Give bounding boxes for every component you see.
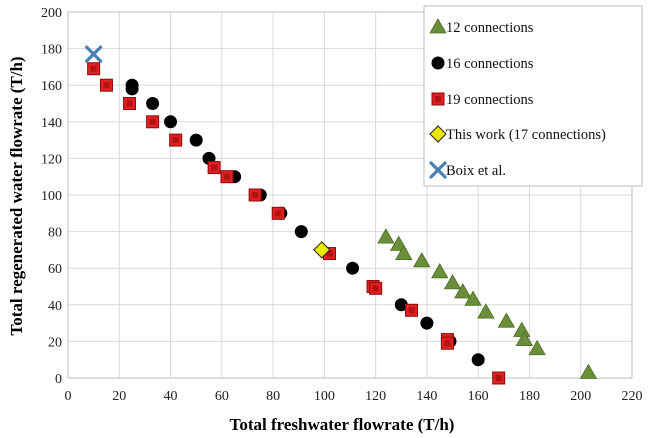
legend-marker-x [429, 161, 447, 179]
point-square [369, 281, 383, 295]
point-circle [346, 261, 360, 275]
x-tick-label: 160 [468, 389, 489, 404]
point-square [271, 206, 285, 220]
legend-marker-circle [431, 56, 445, 70]
point-circle [189, 133, 203, 147]
point-square [440, 336, 454, 350]
point-square [220, 170, 234, 184]
legend-box [423, 5, 643, 187]
legend-label: This work (17 connections) [446, 127, 606, 143]
grid-lines [67, 11, 633, 379]
y-tick-label: 100 [41, 189, 62, 204]
point-diamond [313, 241, 331, 259]
y-tick-label: 80 [48, 226, 62, 241]
point-triangle [443, 274, 462, 290]
y-tick-label: 120 [41, 152, 62, 167]
point-triangle [513, 321, 531, 337]
point-triangle [413, 252, 431, 268]
y-tick-label: 60 [48, 262, 62, 277]
point-square [123, 97, 137, 110]
legend-marker-triangle [429, 18, 447, 34]
legend-marker-diamond [429, 125, 447, 143]
x-tick-label: 20 [112, 389, 126, 404]
legend-label: 16 connections [446, 56, 534, 72]
point-triangle [464, 290, 482, 306]
x-tick-label: 200 [570, 389, 591, 404]
point-square [492, 371, 506, 385]
y-axis-title: Total regenerated water flowrate (T/h) [7, 56, 26, 335]
x-tick-label: 60 [215, 389, 229, 404]
x-tick-label: 120 [365, 389, 386, 404]
point-square [146, 115, 160, 129]
point-triangle [395, 244, 413, 260]
data-points [85, 45, 598, 385]
point-x [85, 45, 103, 63]
y-tick-label: 160 [41, 79, 62, 94]
point-square [405, 303, 419, 317]
legend-label: Boix et al. [446, 163, 506, 179]
point-triangle [515, 330, 534, 346]
point-circle [146, 97, 160, 110]
y-tick-label: 200 [41, 6, 62, 21]
x-axis-title: Total freshwater flowrate (T/h) [230, 415, 455, 434]
legend-label: 19 connections [446, 92, 534, 108]
point-square [248, 188, 262, 202]
point-circle [294, 225, 308, 239]
point-triangle [377, 228, 395, 244]
x-tick-label: 0 [65, 389, 72, 404]
point-circle [420, 316, 434, 330]
y-tick-label: 0 [55, 372, 62, 387]
point-triangle [454, 283, 472, 299]
plot-area-border [67, 11, 633, 379]
y-tick-label: 40 [48, 299, 62, 314]
point-triangle [497, 312, 516, 328]
x-tick-label: 180 [519, 389, 540, 404]
y-tick-label: 180 [41, 43, 62, 58]
point-square [87, 62, 101, 76]
x-tick-label: 100 [314, 389, 335, 404]
x-tick-label: 220 [622, 389, 643, 404]
x-tick-label: 140 [416, 389, 437, 404]
x-tick-label: 40 [164, 389, 178, 404]
legend-label: 12 connections [446, 20, 534, 36]
point-circle [164, 115, 178, 129]
point-triangle [528, 339, 546, 356]
point-circle [125, 82, 139, 96]
point-circle [471, 353, 485, 367]
point-square [169, 133, 183, 147]
point-triangle [579, 363, 598, 379]
point-square [207, 161, 221, 175]
y-tick-labels: 0 20 40 60 80 100 120 140 160 180 200 [41, 6, 62, 387]
x-tick-labels: 0 20 40 60 80 100 120 140 160 180 200 220 [65, 389, 643, 404]
y-tick-label: 140 [41, 116, 62, 131]
y-tick-label: 20 [48, 335, 62, 350]
legend-marker-square [431, 92, 445, 106]
legend: 12 connections 16 connections 19 connectio… [423, 5, 643, 187]
point-triangle [431, 263, 449, 279]
point-square [99, 78, 113, 92]
point-circle [394, 298, 408, 312]
x-tick-label: 80 [266, 389, 280, 404]
point-triangle [477, 303, 495, 319]
